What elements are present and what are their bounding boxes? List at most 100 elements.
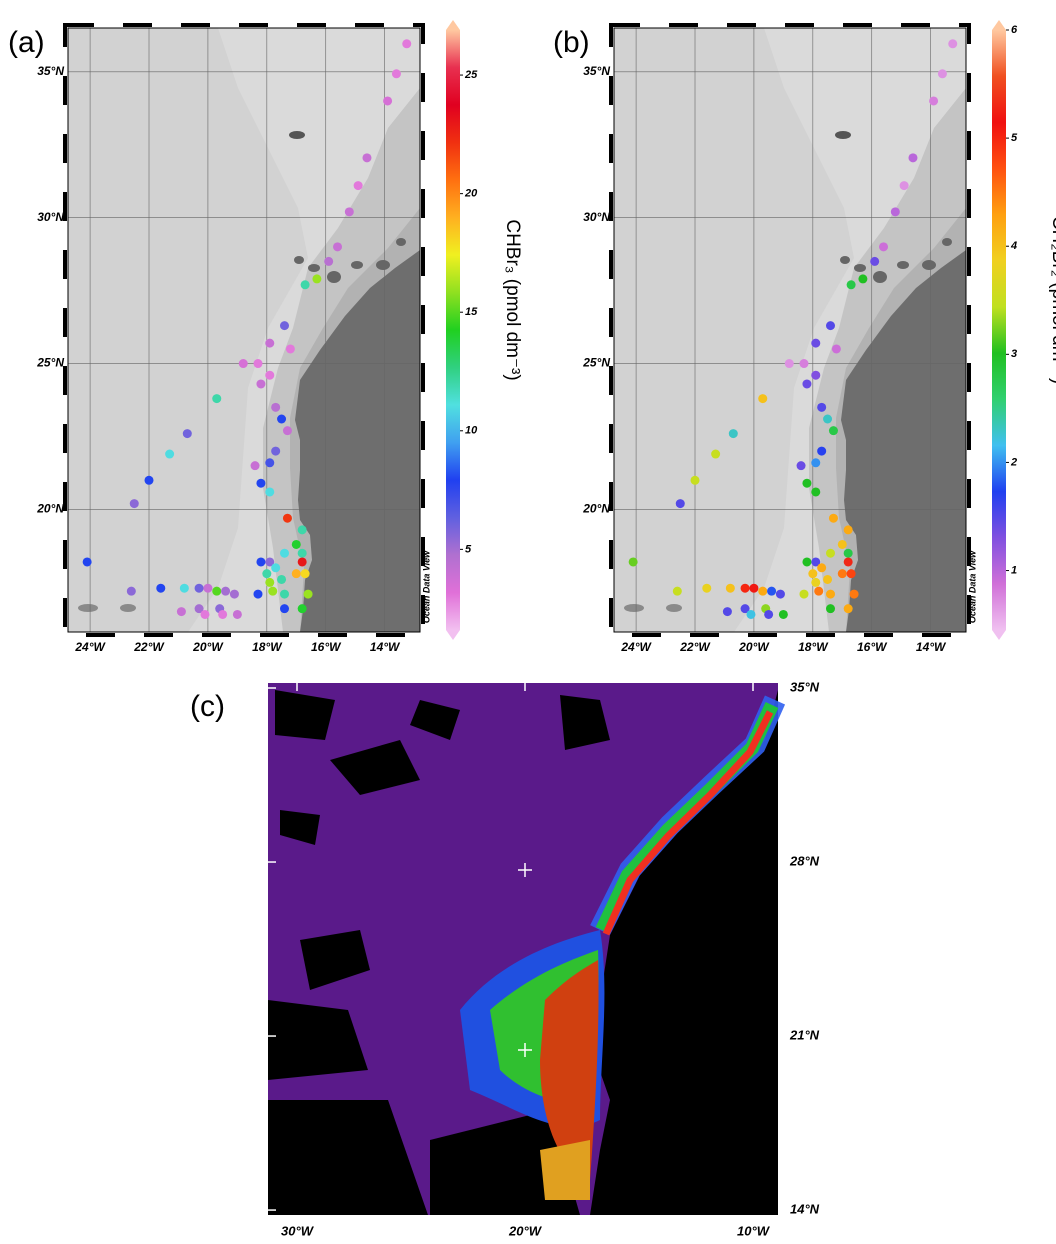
sample-point <box>775 589 785 599</box>
x-tick-label: 16°W <box>857 640 888 654</box>
x-tick-label: 24°W <box>620 640 652 654</box>
sample-point <box>823 574 833 584</box>
sample-point <box>702 583 712 593</box>
sample-point <box>265 487 275 497</box>
sample-point <box>728 429 738 439</box>
sample-point <box>271 446 281 456</box>
sample-point <box>300 569 310 579</box>
x-tick-label: 14°W <box>916 640 947 654</box>
sample-point <box>282 426 292 436</box>
sample-point <box>802 557 812 567</box>
sample-point <box>890 207 900 217</box>
frame <box>613 27 967 633</box>
y-tick-label: 35°N <box>790 679 820 694</box>
sample-point <box>811 487 821 497</box>
sample-point <box>899 181 909 191</box>
basemap <box>68 28 420 632</box>
sample-point <box>725 583 735 593</box>
sample-point <box>203 583 213 593</box>
sample-point <box>280 548 290 558</box>
colorbar-end <box>446 630 460 640</box>
sample-point <box>285 344 295 354</box>
sample-point <box>879 242 889 252</box>
sample-point <box>324 256 334 266</box>
sample-point <box>837 539 847 549</box>
satellite-image <box>268 683 786 1215</box>
colorbar-tick-label: 15 <box>465 306 478 318</box>
sample-point <box>843 604 853 614</box>
sample-point <box>312 274 322 284</box>
sample-point <box>758 586 768 596</box>
colorbar <box>446 30 460 630</box>
grid-cross <box>518 1043 532 1057</box>
sample-point <box>212 586 222 596</box>
sample-point <box>229 589 239 599</box>
sample-point <box>831 344 841 354</box>
colorbar-tick-label: 25 <box>464 69 478 81</box>
sample-point <box>811 577 821 587</box>
sample-point <box>823 414 833 424</box>
sample-point <box>126 586 136 596</box>
sample-point <box>784 359 794 369</box>
y-tick-label: 21°N <box>789 1027 820 1042</box>
sample-point <box>256 557 266 567</box>
colorbar-end <box>446 20 460 30</box>
sample-point <box>808 569 818 579</box>
sample-point <box>814 586 824 596</box>
colorbar-label: CH₂Br₂ (pmol dm⁻³) <box>1048 216 1056 384</box>
sample-point <box>232 609 242 619</box>
colorbar-end <box>992 630 1006 640</box>
sample-point <box>628 557 638 567</box>
sample-point <box>849 589 859 599</box>
sample-point <box>846 280 856 290</box>
colorbar-tick-label: 20 <box>464 188 478 200</box>
colorbar-tick-label: 1 <box>1011 564 1017 576</box>
sample-point <box>391 69 401 79</box>
sample-point <box>353 181 363 191</box>
sample-point <box>843 557 853 567</box>
sample-point <box>837 569 847 579</box>
sample-point <box>858 274 868 284</box>
sample-point <box>280 321 290 331</box>
x-tick-label: 22°W <box>679 640 711 654</box>
sample-point <box>740 604 750 614</box>
sample-point <box>948 39 958 49</box>
sample-point <box>908 153 918 163</box>
sample-point <box>297 557 307 567</box>
panel-label: (a) <box>8 26 45 59</box>
grid-cross <box>518 863 532 877</box>
basemap <box>614 28 966 632</box>
sample-point <box>722 607 732 617</box>
sample-point <box>300 280 310 290</box>
sample-point <box>297 604 307 614</box>
sample-point <box>265 370 275 380</box>
sample-point <box>828 513 838 523</box>
sample-point <box>265 557 275 567</box>
x-tick-label: 24°W <box>74 640 106 654</box>
sample-point <box>129 499 139 509</box>
sample-point <box>672 586 682 596</box>
sample-point <box>297 548 307 558</box>
sample-point <box>811 370 821 380</box>
sample-point <box>271 563 281 573</box>
sample-point <box>265 458 275 468</box>
sample-point <box>937 69 947 79</box>
sample-point <box>156 583 166 593</box>
sample-point <box>929 96 939 106</box>
sample-point <box>144 475 154 485</box>
sample-point <box>256 379 266 389</box>
sample-point <box>344 207 354 217</box>
sample-point <box>176 607 186 617</box>
sample-point <box>238 359 248 369</box>
sample-point <box>82 557 92 567</box>
sample-point <box>221 586 231 596</box>
colorbar <box>992 30 1006 630</box>
sample-point <box>280 589 290 599</box>
sample-point <box>277 574 287 584</box>
panel-label: (c) <box>190 690 225 723</box>
sample-point <box>268 586 278 596</box>
sample-point <box>212 394 222 404</box>
sample-point <box>778 609 788 619</box>
frame-bars <box>63 23 425 637</box>
sample-point <box>817 563 827 573</box>
